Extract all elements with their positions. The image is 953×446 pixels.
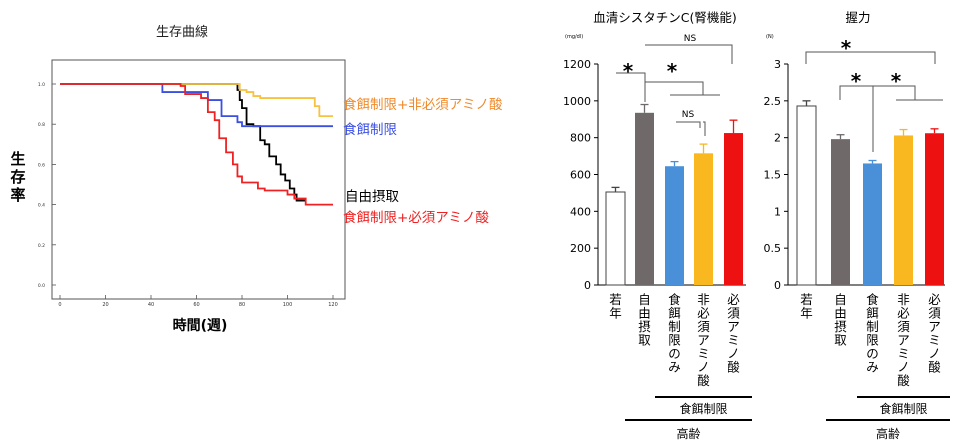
y-tick-label: 600 [570,169,591,182]
x-tick-label: 20 [102,302,108,308]
y-tick-label: 1 [774,205,781,218]
legend-label: 食餌制限 [343,121,397,138]
bar-essential [724,133,743,285]
significance-ns: NS [682,110,695,120]
category-label: 自由摂取 [834,292,847,348]
dr-group-label: 食餌制限 [879,401,927,416]
survival-plot-frame [51,59,346,300]
significance-bracket [616,72,646,102]
legend-label: 食餌制限+必須アミノ酸 [343,209,490,226]
bar-young [605,191,626,286]
survival-title: 生存曲線 [156,24,208,40]
y-tick-label: 1200 [563,58,591,71]
x-axis-label: 時間(週) [173,317,228,334]
y-tick-label: 200 [570,242,591,255]
category-label: 若年 [609,292,622,321]
survival-chart: 生存曲線 0.0 0.2 0.4 0.6 0.8 1.0 0 20 40 60 80 100 120 生存率… [10,24,503,334]
significance-bracket [645,81,720,96]
category-label: 食餌制限のみ [668,292,681,375]
category-label: 食餌制限のみ [866,292,879,375]
category-label: 非必須アミノ酸 [697,292,710,388]
significance-star: * [623,59,634,83]
significance-star: * [841,36,852,60]
significance-ns: NS [684,34,697,44]
y-tick-label: 2 [774,132,781,145]
series-line-ad-libitum [60,83,306,202]
y-tick-label: 0.8 [38,122,45,128]
bar-nonessential [694,153,713,285]
category-label: 必須アミノ酸 [727,292,740,375]
y-tick-label: 1.0 [38,82,45,88]
series-line-dr [60,83,333,128]
bar-ad-libitum [635,112,654,285]
unit-label: (N) [766,34,774,40]
y-tick-label: 3 [774,58,781,71]
legend-label: 食餌制限+非必須アミノ酸 [343,96,503,113]
significance-bracket [839,85,874,152]
y-tick-label: 1.5 [764,169,782,182]
bar-ad-libitum [831,139,850,285]
chart-title: 血清シスタチンC(腎機能) [593,10,736,25]
y-tick-label: 0.2 [38,243,45,249]
x-tick-label: 0 [58,302,61,308]
y-tick-label: 1000 [563,95,591,108]
category-label: 必須アミノ酸 [928,292,941,375]
bar-young [796,105,817,286]
x-tick-label: 100 [283,302,293,308]
chart-title: 握力 [845,10,870,25]
series-line-dr-essential [60,83,333,206]
bar-nonessential [894,135,913,285]
significance-star: * [891,69,902,93]
bar-dr-only [863,163,882,285]
x-tick-label: 60 [193,302,199,308]
dr-group-label: 食餌制限 [679,401,727,416]
y-tick-label: 800 [570,132,591,145]
old-group-label: 高齢 [676,426,700,441]
bar-dr-only [665,166,684,285]
y-tick-label: 0.4 [38,203,45,209]
y-tick-label: 0 [774,279,781,292]
y-tick-label: 2.5 [764,95,782,108]
category-label: 非必須アミノ酸 [897,292,910,388]
significance-bracket [676,121,706,136]
old-group-label: 高齢 [876,426,900,441]
unit-label: (mg/dl) [565,34,583,40]
legend-label: 自由摂取 [345,189,399,205]
y-tick-label: 0.0 [38,283,45,289]
significance-bracket [645,44,733,64]
y-tick-label: 0.5 [764,242,782,255]
significance-star: * [851,69,862,93]
significance-bracket [872,85,943,101]
x-tick-label: 40 [148,302,154,308]
y-tick-label: 0.6 [38,162,45,168]
y-tick-label: 400 [570,205,591,218]
bar-essential [925,133,944,285]
grip-chart: 握力 (N) 0 0.5 1 1.5 2 2.5 3 若年 自由摂取 食餌制限のみ 非必須アミノ酸 必須ア… [764,10,950,441]
cystatin-chart: 血清シスタチンC(腎機能) (mg/dl) 0 200 400 600 800 1000 120… [563,10,752,441]
x-tick-label: 120 [328,302,338,308]
y-tick-label: 0 [584,279,591,292]
category-label: 自由摂取 [638,292,651,348]
y-axis-label: 生存率 [10,150,25,204]
significance-star: * [667,59,678,83]
significance-bracket [805,51,936,64]
series-line-dr-nonessential [60,83,333,118]
category-label: 若年 [800,292,813,321]
x-tick-label: 80 [239,302,245,308]
